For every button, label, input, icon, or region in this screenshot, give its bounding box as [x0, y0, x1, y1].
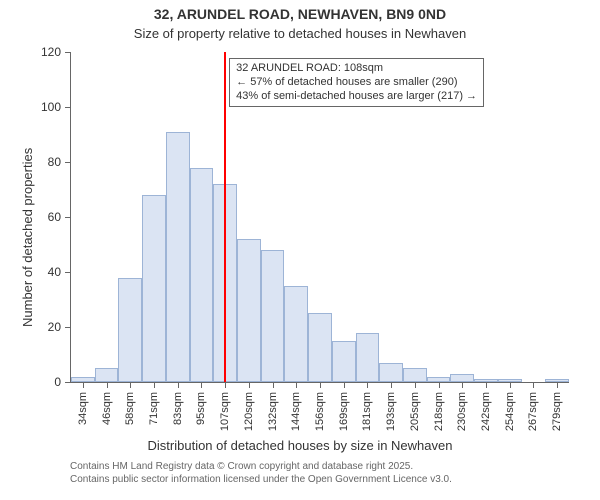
x-tick: 218sqm — [433, 382, 445, 431]
marker-line — [224, 52, 226, 382]
x-tick: 46sqm — [101, 382, 113, 425]
x-tick: 144sqm — [290, 382, 302, 431]
y-tick: 100 — [41, 100, 71, 114]
y-tick: 20 — [48, 320, 71, 334]
x-tick: 132sqm — [267, 382, 279, 431]
x-tick: 267sqm — [527, 382, 539, 431]
y-axis-label: Number of detached properties — [20, 148, 35, 327]
x-tick: 107sqm — [219, 382, 231, 431]
histogram-bar — [450, 374, 474, 382]
x-tick: 242sqm — [480, 382, 492, 431]
x-tick: 58sqm — [124, 382, 136, 425]
x-axis-label: Distribution of detached houses by size … — [0, 438, 600, 453]
x-tick: 181sqm — [361, 382, 373, 431]
histogram-bar — [261, 250, 285, 382]
plot-area: 02040608010012034sqm46sqm58sqm71sqm83sqm… — [70, 52, 569, 383]
histogram-bar — [379, 363, 403, 382]
histogram-bar — [403, 368, 427, 382]
chart-subtitle: Size of property relative to detached ho… — [0, 26, 600, 41]
histogram-bar — [308, 313, 332, 382]
histogram-bar — [356, 333, 380, 383]
annotation-heading: 32 ARUNDEL ROAD: 108sqm — [236, 62, 477, 76]
chart-title: 32, ARUNDEL ROAD, NEWHAVEN, BN9 0ND — [0, 6, 600, 22]
x-tick: 230sqm — [456, 382, 468, 431]
x-tick: 254sqm — [504, 382, 516, 431]
x-tick: 169sqm — [338, 382, 350, 431]
footer-line-2: Contains public sector information licen… — [70, 473, 452, 486]
x-tick: 156sqm — [314, 382, 326, 431]
histogram-bar — [332, 341, 356, 382]
x-tick: 205sqm — [409, 382, 421, 431]
histogram-bar — [142, 195, 166, 382]
x-tick: 120sqm — [243, 382, 255, 431]
y-tick: 80 — [48, 155, 71, 169]
y-tick: 120 — [41, 45, 71, 59]
x-tick: 279sqm — [551, 382, 563, 431]
attribution-footer: Contains HM Land Registry data © Crown c… — [70, 460, 452, 486]
x-tick: 193sqm — [385, 382, 397, 431]
x-tick: 71sqm — [148, 382, 160, 425]
x-tick: 34sqm — [77, 382, 89, 425]
chart-container: { "chart": { "type": "histogram", "title… — [0, 0, 600, 500]
footer-line-1: Contains HM Land Registry data © Crown c… — [70, 460, 452, 473]
histogram-bar — [95, 368, 119, 382]
y-tick: 60 — [48, 210, 71, 224]
y-tick: 40 — [48, 265, 71, 279]
annotation-line: ← 57% of detached houses are smaller (29… — [236, 76, 477, 90]
histogram-bar — [237, 239, 261, 382]
histogram-bar — [284, 286, 308, 382]
x-tick: 95sqm — [195, 382, 207, 425]
annotation-line: 43% of semi-detached houses are larger (… — [236, 90, 477, 104]
x-tick: 83sqm — [172, 382, 184, 425]
histogram-bar — [190, 168, 214, 383]
annotation-box: 32 ARUNDEL ROAD: 108sqm← 57% of detached… — [229, 58, 484, 107]
histogram-bar — [118, 278, 142, 383]
histogram-bar — [166, 132, 190, 382]
y-tick: 0 — [54, 375, 71, 389]
